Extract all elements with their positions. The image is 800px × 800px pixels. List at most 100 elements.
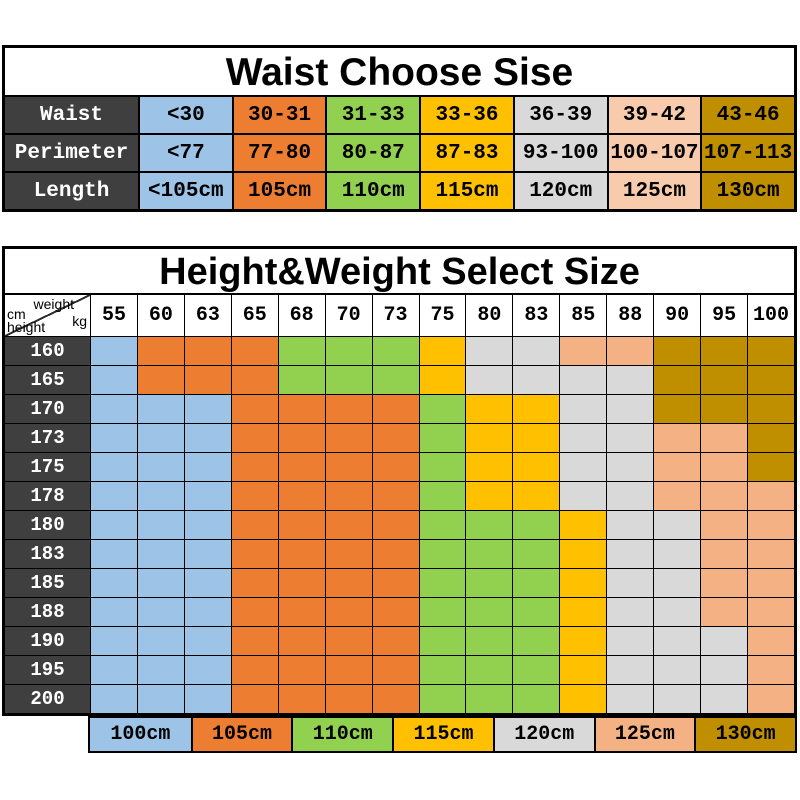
size-cell-green (418, 481, 466, 510)
waist-row-header: Perimeter (5, 133, 138, 171)
size-cell-gray (559, 452, 607, 481)
weight-column-header: 65 (230, 295, 278, 336)
size-cell-peach (606, 336, 654, 365)
size-cell-gold (700, 336, 748, 365)
size-cell-blue (136, 481, 184, 510)
waist-value-cell: <105cm (138, 171, 232, 209)
size-cell-gray (606, 626, 654, 655)
size-cell-blue (183, 655, 231, 684)
size-cell-gray (653, 510, 701, 539)
legend-item: 125cm (593, 718, 695, 751)
size-cell-yellow (465, 423, 513, 452)
height-row-header: 180 (5, 510, 90, 539)
weight-column-header: 90 (653, 295, 701, 336)
size-cell-blue (136, 626, 184, 655)
weight-column-header: 85 (559, 295, 607, 336)
size-cell-gray (653, 539, 701, 568)
height-row-header: 185 (5, 568, 90, 597)
size-cell-yellow (418, 336, 466, 365)
waist-value-cell: 100-107 (606, 133, 701, 171)
size-cell-yellow (465, 481, 513, 510)
waist-value-cell: 115cm (419, 171, 513, 209)
size-cell-blue (183, 423, 231, 452)
size-cell-orange (371, 539, 419, 568)
size-cell-orange (371, 481, 419, 510)
size-cell-gray (606, 365, 654, 394)
size-cell-orange (230, 684, 278, 713)
size-cell-green (512, 684, 560, 713)
size-cell-gray (700, 684, 748, 713)
size-cell-orange (230, 539, 278, 568)
size-cell-blue (183, 481, 231, 510)
size-cell-orange (371, 655, 419, 684)
size-cell-green (465, 684, 513, 713)
size-cell-yellow (465, 452, 513, 481)
waist-table-grid: Waist <30 30-31 31-33 33-36 36-39 39-42 43-46 Pe… (5, 95, 794, 209)
size-cell-gold (747, 365, 794, 394)
size-cell-green (418, 684, 466, 713)
size-cell-gray (606, 684, 654, 713)
size-cell-orange (230, 365, 278, 394)
size-cell-orange (277, 655, 325, 684)
size-cell-gray (559, 481, 607, 510)
size-cell-blue (136, 568, 184, 597)
size-cell-peach (700, 481, 748, 510)
size-cell-blue (183, 597, 231, 626)
size-cell-gray (606, 481, 654, 510)
size-cell-orange (324, 684, 372, 713)
size-cell-yellow (512, 481, 560, 510)
size-cell-orange (230, 597, 278, 626)
size-cell-yellow (512, 394, 560, 423)
weight-column-header: 55 (90, 295, 137, 336)
size-cell-green (465, 539, 513, 568)
size-cell-orange (230, 394, 278, 423)
size-cell-orange (277, 452, 325, 481)
size-cell-green (465, 597, 513, 626)
size-cell-blue (90, 568, 137, 597)
size-cell-gray (606, 510, 654, 539)
height-row-header: 190 (5, 626, 90, 655)
size-cell-orange (371, 452, 419, 481)
height-row-header: 195 (5, 655, 90, 684)
size-cell-gray (606, 568, 654, 597)
size-cell-green (418, 655, 466, 684)
weight-column-header: 80 (465, 295, 513, 336)
size-cell-green (418, 568, 466, 597)
size-cell-green (465, 510, 513, 539)
size-cell-blue (90, 365, 137, 394)
waist-value-cell: 33-36 (419, 95, 513, 133)
corner-weight-label: weight (33, 296, 74, 312)
waist-value-cell: <77 (138, 133, 232, 171)
size-cell-orange (324, 481, 372, 510)
size-cell-green (371, 365, 419, 394)
size-cell-yellow (418, 365, 466, 394)
size-cell-orange (230, 452, 278, 481)
size-cell-orange (136, 365, 184, 394)
size-cell-yellow (559, 568, 607, 597)
size-cell-gray (653, 626, 701, 655)
legend-item: 105cm (190, 718, 292, 751)
size-cell-gold (747, 336, 794, 365)
size-cell-yellow (559, 597, 607, 626)
size-cell-blue (183, 684, 231, 713)
size-cell-gray (465, 336, 513, 365)
size-cell-green (324, 336, 372, 365)
size-cell-blue (136, 655, 184, 684)
size-cell-blue (136, 394, 184, 423)
size-cell-green (277, 365, 325, 394)
size-cell-peach (653, 481, 701, 510)
size-cell-orange (277, 510, 325, 539)
size-cell-orange (371, 597, 419, 626)
size-cell-orange (277, 597, 325, 626)
waist-value-cell: 105cm (231, 171, 326, 209)
size-cell-blue (90, 626, 137, 655)
waist-value-cell: 87-83 (419, 133, 513, 171)
height-row-header: 178 (5, 481, 90, 510)
size-cell-green (418, 510, 466, 539)
size-cell-orange (324, 597, 372, 626)
waist-row-header: Length (5, 171, 138, 209)
size-cell-peach (747, 568, 794, 597)
waist-value-cell: 93-100 (512, 133, 607, 171)
size-cell-orange (324, 568, 372, 597)
size-cell-blue (90, 597, 137, 626)
